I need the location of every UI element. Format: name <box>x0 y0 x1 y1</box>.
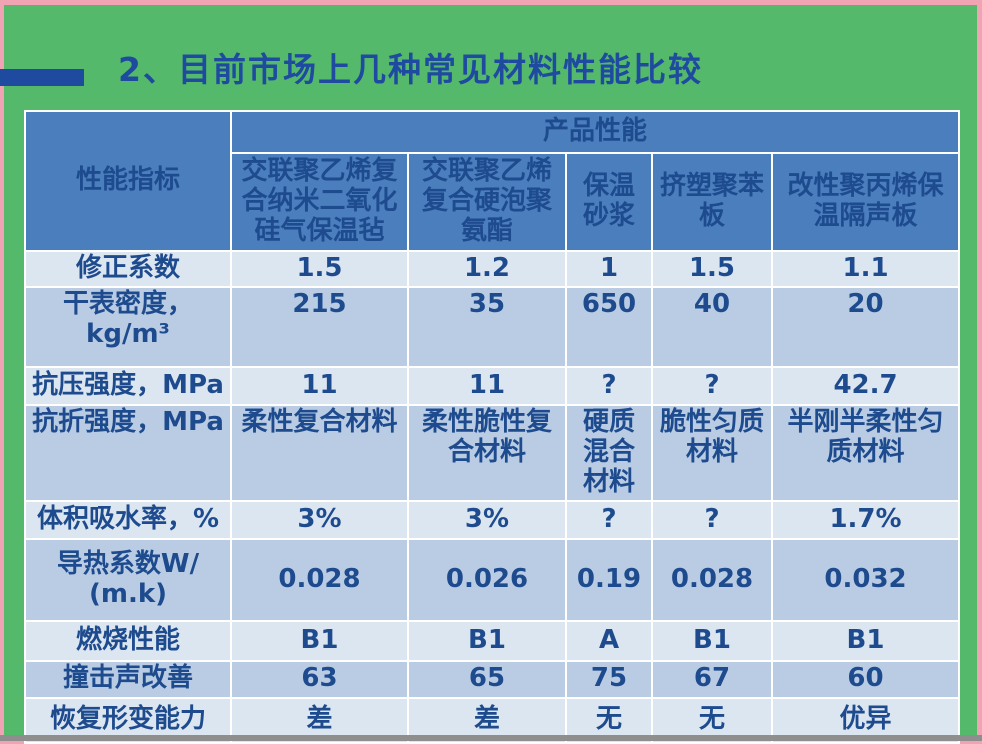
cell-value: 63 <box>230 659 409 699</box>
row-label: 干表密度， kg/m³ <box>24 286 232 368</box>
table-row: 抗压强度，MPa 11 11 ? ? 42.7 <box>24 366 961 406</box>
cell-value: 20 <box>770 286 961 368</box>
row-label: 抗压强度，MPa <box>24 366 232 406</box>
cell-value: 67 <box>651 659 773 699</box>
cell-value: B1 <box>651 619 773 662</box>
cell-value: 65 <box>407 659 567 699</box>
table-header-row-products: 交联聚乙烯复合纳米二氧化硅气保温毡 交联聚乙烯复合硬泡聚氨酯 保温砂浆 挤塑聚苯… <box>25 152 961 252</box>
row-label: 修正系数 <box>24 250 232 288</box>
slide-title: 2、目前市场上几种常见材料性能比较 <box>118 50 703 89</box>
title-accent-bar <box>0 69 84 86</box>
cell-value: 1.5 <box>230 250 409 288</box>
cell-value: B1 <box>230 619 409 662</box>
cell-value: 1.5 <box>651 250 773 288</box>
table-row: 燃烧性能 B1 B1 A B1 B1 <box>24 619 961 662</box>
product-column-header: 改性聚丙烯保温隔声板 <box>770 152 961 252</box>
cell-value: ? <box>565 499 653 540</box>
cell-value: A <box>565 619 653 662</box>
table-row: 抗折强度，MPa 柔性复合材料 柔性脆性复合材料 硬质混合材料 脆性匀质材料 半… <box>24 404 961 502</box>
cell-value: 60 <box>770 659 961 699</box>
cell-value: 215 <box>230 286 409 368</box>
cell-value: ? <box>565 366 653 406</box>
bottom-shadow-bar <box>0 735 982 741</box>
cell-value: 0.032 <box>770 537 961 622</box>
cell-value: ? <box>651 499 773 540</box>
cell-value: 3% <box>230 499 409 540</box>
cell-value: 0.19 <box>565 537 653 622</box>
cell-value: B1 <box>770 619 961 662</box>
row-label: 撞击声改善 <box>24 659 232 699</box>
cell-value: 42.7 <box>770 366 961 406</box>
cell-value: 1 <box>565 250 653 288</box>
group-header-cell: 产品性能 <box>229 110 961 154</box>
cell-value: 脆性匀质材料 <box>651 404 773 502</box>
cell-value: 0.026 <box>407 537 567 622</box>
product-column-header: 交联聚乙烯复合纳米二氧化硅气保温毡 <box>230 152 409 252</box>
table-header-row-group: 性能指标 产品性能 <box>24 110 961 252</box>
cell-value: 硬质混合材料 <box>565 404 653 502</box>
cell-value: 柔性复合材料 <box>230 404 409 502</box>
cell-value: 11 <box>407 366 567 406</box>
cell-value: 3% <box>407 499 567 540</box>
cell-value: 75 <box>565 659 653 699</box>
cell-value: 40 <box>651 286 773 368</box>
cell-value: 650 <box>565 286 653 368</box>
cell-value: 1.1 <box>770 250 961 288</box>
corner-header-cell: 性能指标 <box>24 110 232 252</box>
cell-value: 1.2 <box>407 250 567 288</box>
cell-value: ? <box>651 366 773 406</box>
product-column-header: 交联聚乙烯复合硬泡聚氨酯 <box>407 152 567 252</box>
row-label: 抗折强度，MPa <box>24 404 232 502</box>
row-label: 体积吸水率，% <box>24 499 232 540</box>
materials-comparison-table: 性能指标 产品性能 交联聚乙烯复合纳米二氧化硅气保温毡 交联聚乙烯复合硬泡聚氨酯… <box>24 110 961 744</box>
table-row: 撞击声改善 63 65 75 67 60 <box>24 659 961 699</box>
cell-value: 半刚半柔性匀质材料 <box>770 404 961 502</box>
cell-value: 35 <box>407 286 567 368</box>
table-row: 修正系数 1.5 1.2 1 1.5 1.1 <box>24 250 961 288</box>
product-column-header: 挤塑聚苯板 <box>651 152 773 252</box>
cell-value: 0.028 <box>230 537 409 622</box>
cell-value: 11 <box>230 366 409 406</box>
cell-value: 1.7% <box>770 499 961 540</box>
table-row: 导热系数W/ (m.k) 0.028 0.026 0.19 0.028 0.03… <box>24 537 961 622</box>
row-label: 导热系数W/ (m.k) <box>24 537 232 622</box>
row-label: 燃烧性能 <box>24 619 232 662</box>
table-row: 干表密度， kg/m³ 215 35 650 40 20 <box>24 286 961 368</box>
table-row: 体积吸水率，% 3% 3% ? ? 1.7% <box>24 499 961 540</box>
product-column-header: 保温砂浆 <box>565 152 653 252</box>
cell-value: 柔性脆性复合材料 <box>407 404 567 502</box>
cell-value: 0.028 <box>651 537 773 622</box>
cell-value: B1 <box>407 619 567 662</box>
